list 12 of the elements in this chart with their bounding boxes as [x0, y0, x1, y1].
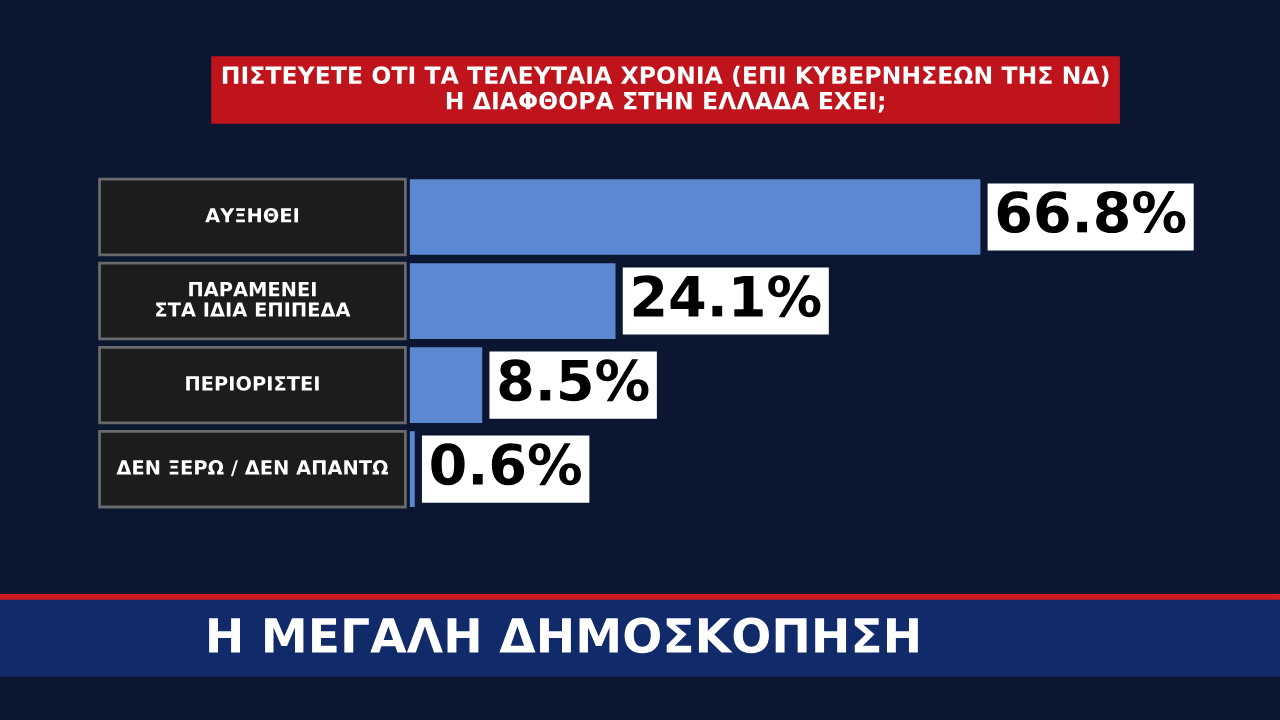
- y-tick-label: ΠΕΡΙΟΡΙΣΤΕΙ: [186, 376, 319, 391]
- data-label: 66.8%: [997, 191, 1186, 234]
- data-label: 24.1%: [633, 275, 821, 318]
- y-tick-label: ΠΑΡΑΜΕΝΕΙ ΣΤΑ ΙΔΙΑ ΕΠΙΠΕΔΑ: [156, 282, 351, 317]
- chart-title: ΠΙΣΤΕΥΕΤΕ ΟΤΙ ΤΑ ΤΕΛΕΥΤΑΙΑ ΧΡΟΝΙΑ (ΕΠΙ ΚΥΒΕΡΝΗΣΕΩΝ ΤΗΣ ΝΔ) Η ΔΙΑΦΘΟΡΑ ΣΤΗΝ ΕΛΛΑΔΑ ΕΧΕΙ;: [222, 65, 1109, 113]
- bar: [409, 347, 483, 423]
- y-tick-label: ΔΕΝ ΞΕΡΩ / ΔΕΝ ΑΠΑΝΤΩ: [116, 460, 389, 477]
- bar: [409, 431, 415, 507]
- y-tick-label: ΑΥΞΗΘΕΙ: [205, 207, 299, 223]
- data-label: 8.5%: [499, 359, 649, 402]
- data-label: 0.6%: [431, 443, 581, 486]
- text: Η ΜΕΓΑΛΗ ΔΗΜΟΣΚΟΠΗΣΗ: [209, 617, 918, 654]
